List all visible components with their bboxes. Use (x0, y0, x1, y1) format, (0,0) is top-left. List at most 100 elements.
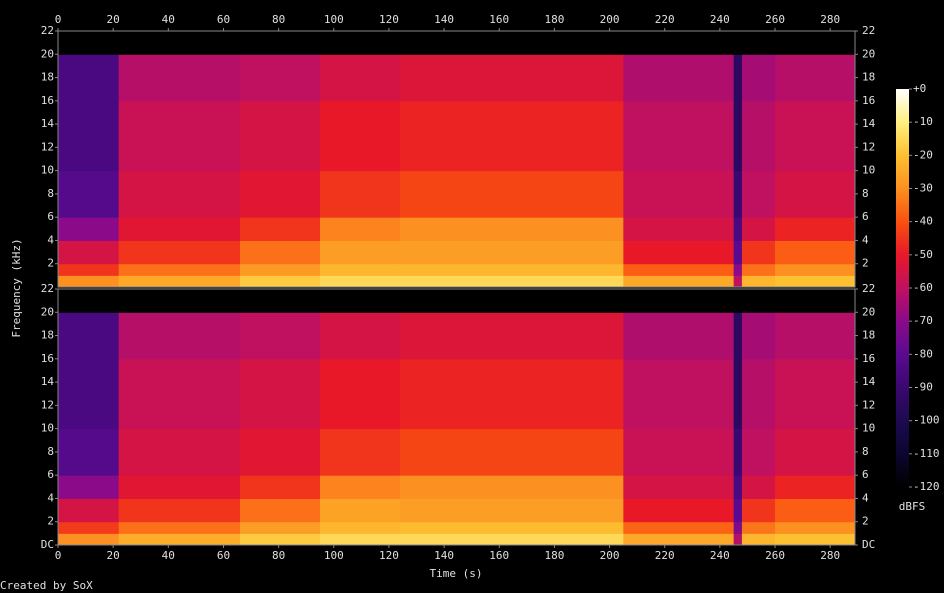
y-tick-label: 18 (41, 71, 54, 84)
spectrogram-cell (733, 521, 743, 534)
colorbar-label: dBFS (899, 500, 926, 513)
spectrogram-cell (741, 170, 776, 218)
spectrogram-cell (319, 521, 401, 534)
x-tick-label-top: 100 (324, 13, 344, 26)
spectrogram-cell (741, 498, 776, 523)
x-tick-label-top: 140 (434, 13, 454, 26)
y-tick-label: 4 (47, 233, 54, 246)
x-tick-label: 180 (544, 549, 564, 562)
spectrogram-cell (775, 263, 856, 276)
spectrogram-cell (623, 521, 735, 534)
x-tick-label: 100 (324, 549, 344, 562)
y-tick-label-right: 20 (862, 47, 875, 60)
spectrogram-cell (775, 54, 856, 102)
spectrogram-cell (399, 521, 624, 534)
spectrogram-cell (399, 31, 624, 55)
spectrogram-cell (58, 54, 120, 102)
spectrogram-cell (118, 240, 241, 265)
x-tick-label-top: 200 (600, 13, 620, 26)
spectrogram-cell (240, 275, 321, 288)
colorbar (896, 89, 909, 487)
x-tick-label-top: 160 (489, 13, 509, 26)
spectrogram-cell (118, 263, 241, 276)
spectrogram-cell (775, 428, 856, 476)
y-tick-label-right: 20 (862, 305, 875, 318)
spectrogram-cell (623, 31, 735, 55)
spectrogram-cell (118, 533, 241, 546)
x-tick-label: 160 (489, 549, 509, 562)
x-tick-label-top: 0 (55, 13, 62, 26)
spectrogram-cell (58, 289, 120, 313)
spectrogram-cell (775, 358, 856, 430)
spectrogram-cell (399, 54, 624, 102)
y-tick-label-right: 2 (862, 257, 869, 270)
spectrogram-cell (240, 240, 321, 265)
spectrogram-cell (623, 54, 735, 102)
y-tick-label: DC (41, 538, 54, 551)
spectrogram-cell (58, 498, 120, 523)
spectrogram-cell (319, 358, 401, 430)
spectrogram-cell (775, 275, 856, 288)
spectrogram-cell (775, 521, 856, 534)
y-tick-label-right: 6 (862, 468, 869, 481)
spectrogram-cell (741, 100, 776, 172)
spectrogram-cell (58, 263, 120, 276)
spectrogram-cell (118, 170, 241, 218)
y-tick-label: 22 (41, 282, 54, 295)
spectrogram-cell (775, 170, 856, 218)
y-tick-label-right: 18 (862, 329, 875, 342)
y-tick-label: 6 (47, 210, 54, 223)
spectrogram-cell (240, 428, 321, 476)
x-axis-label: Time (s) (430, 567, 483, 580)
plot-frame (57, 288, 856, 546)
x-tick-label: 140 (434, 549, 454, 562)
spectrogram-cell (733, 100, 743, 172)
colorbar-tick-label: -90 (913, 381, 933, 394)
colorbar-tick-label: -60 (913, 281, 933, 294)
y-tick-label-right: 14 (862, 375, 876, 388)
spectrogram-cell (741, 217, 776, 241)
spectrogram-cell (399, 289, 624, 313)
y-tick-label: 18 (41, 329, 54, 342)
y-tick-label-right: 2 (862, 515, 869, 528)
y-tick-label-right: DC (862, 538, 875, 551)
spectrogram-cell (623, 475, 735, 499)
spectrogram-cell (240, 498, 321, 523)
x-tick-label: 0 (55, 549, 62, 562)
y-tick-label-right: 4 (862, 491, 869, 504)
x-tick-label: 120 (379, 549, 399, 562)
spectrogram-cell (623, 312, 735, 360)
x-tick-label: 240 (710, 549, 730, 562)
spectrogram-cell (240, 263, 321, 276)
spectrogram-cell (623, 289, 735, 313)
spectrogram-cell (623, 358, 735, 430)
y-tick-label: 14 (41, 375, 55, 388)
x-tick-label: 40 (162, 549, 175, 562)
spectrogram-cell (240, 100, 321, 172)
spectrogram-cell (58, 428, 120, 476)
spectrogram-cell (623, 428, 735, 476)
spectrogram-cell (741, 533, 776, 546)
spectrogram-cell (623, 533, 735, 546)
y-tick-label: 22 (41, 24, 54, 37)
spectrogram-cell (118, 54, 241, 102)
spectrogram-cell (733, 498, 743, 523)
spectrogram-cell (775, 289, 856, 313)
colorbar-tick-label: -50 (913, 248, 933, 261)
spectrogram-cell (58, 170, 120, 218)
y-tick-label: 16 (41, 352, 54, 365)
colorbar-tick-label: -20 (913, 148, 933, 161)
spectrogram-cell (399, 498, 624, 523)
spectrogram-cell (775, 533, 856, 546)
spectrogram-cell (399, 475, 624, 499)
spectrogram-cell (775, 475, 856, 499)
spectrogram-cell (399, 533, 624, 546)
x-tick-label-top: 120 (379, 13, 399, 26)
spectrogram-cell (399, 312, 624, 360)
spectrogram-cell (775, 498, 856, 523)
colorbar-tick-label: -10 (913, 115, 933, 128)
y-tick-label-right: 4 (862, 233, 869, 246)
spectrogram-cell (623, 263, 735, 276)
spectrogram-cell (319, 100, 401, 172)
x-tick-label-top: 40 (162, 13, 175, 26)
